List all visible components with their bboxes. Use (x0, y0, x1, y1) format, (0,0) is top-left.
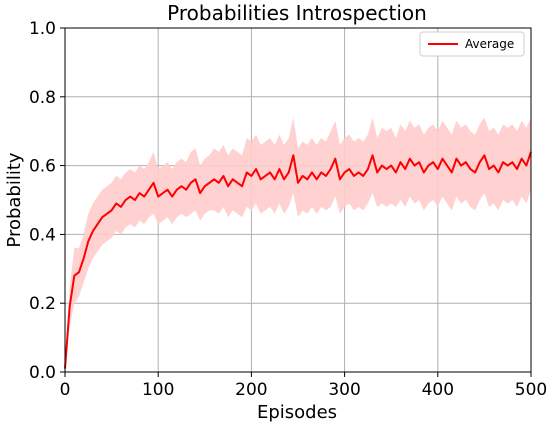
x-tick-label: 200 (235, 380, 267, 400)
x-tick-label: 100 (142, 380, 174, 400)
legend-box (419, 31, 525, 57)
y-tick-label: 0.4 (29, 225, 56, 245)
band-layer (65, 117, 531, 369)
confidence-band (65, 117, 531, 369)
chart-title: Probabilities Introspection (167, 1, 427, 25)
x-tick-label: 300 (328, 380, 360, 400)
plot-frame (64, 27, 532, 373)
x-tick-label: 400 (422, 380, 454, 400)
x-tick-label: 0 (60, 380, 71, 400)
x-axis-label: Episodes (257, 402, 337, 423)
y-tick-label: 1.0 (29, 19, 56, 39)
y-tick-label: 0.2 (29, 294, 56, 314)
line-layer (64, 151, 532, 369)
y-tick-label: 0.0 (29, 363, 56, 383)
average-line (64, 151, 532, 369)
x-tick-label: 500 (515, 380, 547, 400)
legend-label-average: Average (465, 37, 514, 51)
x-axis-ticks: 0 100 200 300 400 500 (60, 372, 547, 400)
y-axis-ticks: 0.0 0.2 0.4 0.6 0.8 1.0 (29, 19, 65, 383)
y-axis-label: Probability (4, 152, 25, 247)
y-tick-label: 0.6 (29, 157, 56, 177)
y-tick-label: 0.8 (29, 88, 56, 108)
legend: Average (419, 31, 525, 57)
